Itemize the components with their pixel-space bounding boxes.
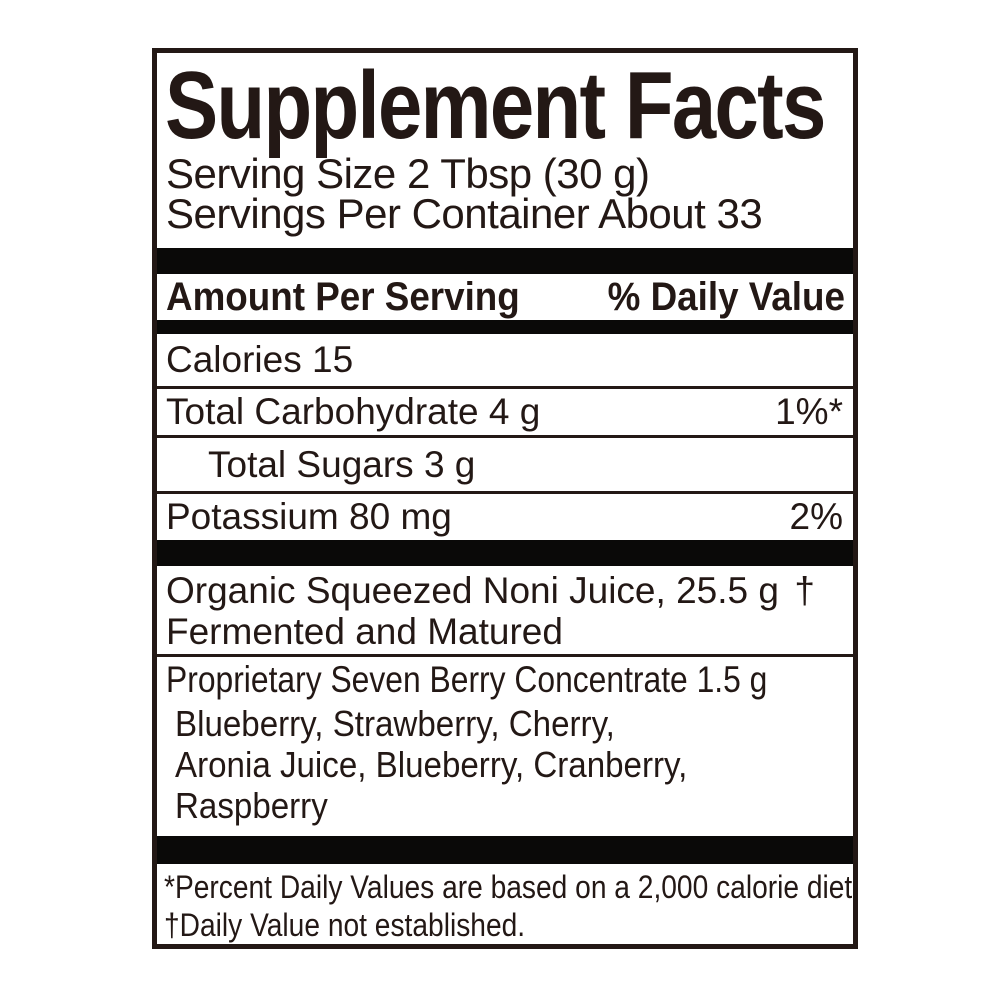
daily-value-header: % Daily Value	[607, 274, 845, 319]
nutrient-value: 1%*	[775, 391, 843, 432]
nutrient-row-calories: Calories 15	[157, 334, 853, 389]
amount-per-serving-header: Amount Per Serving	[166, 274, 520, 319]
divider-bar-top	[157, 248, 853, 274]
footnote-text: *Percent Daily Values are based on a 2,0…	[164, 869, 858, 905]
nutrient-name: Total Carbohydrate 4 g	[166, 391, 541, 432]
column-header-row: Amount Per Serving % Daily Value	[157, 274, 853, 320]
ingredient-name: Proprietary Seven Berry Concentrate 1.5 …	[166, 659, 768, 700]
ingredient-component-line: Aronia Juice, Blueberry, Cranberry,	[157, 744, 853, 785]
ingredient-row-seven-berry-concentrate: Proprietary Seven Berry Concentrate 1.5 …	[157, 657, 853, 703]
footnote-daily-values: *Percent Daily Values are based on a 2,0…	[164, 868, 853, 906]
nutrient-value: 2%	[789, 496, 843, 537]
divider-bar-header	[157, 320, 853, 334]
component-text: Blueberry, Strawberry, Cherry,	[175, 703, 615, 744]
nutrient-name: Potassium 80 mg	[166, 496, 452, 537]
nutrient-name: Total Sugars 3 g	[208, 443, 476, 485]
ingredient-row-noni-juice: Organic Squeezed Noni Juice, 25.5 g Ferm…	[157, 566, 853, 657]
nutrient-row-total-sugars: Total Sugars 3 g	[157, 438, 853, 494]
ingredient-components-list: Blueberry, Strawberry, Cherry, Aronia Ju…	[157, 703, 853, 836]
component-text: Raspberry	[175, 785, 328, 826]
footnotes: *Percent Daily Values are based on a 2,0…	[157, 864, 853, 944]
footnote-text: †Daily Value not established.	[164, 907, 526, 943]
nutrient-row-potassium: Potassium 80 mg 2%	[157, 494, 853, 540]
supplement-facts-panel: Supplement Facts Serving Size 2 Tbsp (30…	[152, 48, 858, 949]
panel-title-wrap: Supplement Facts	[157, 53, 853, 154]
spacer	[157, 234, 853, 248]
component-text: Aronia Juice, Blueberry, Cranberry,	[175, 744, 688, 785]
ingredient-component-line: Raspberry	[157, 785, 853, 826]
nutrient-row-total-carbohydrate: Total Carbohydrate 4 g 1%*	[157, 389, 853, 438]
servings-per-container-text: Servings Per Container About 33	[166, 190, 763, 237]
ingredient-name-line2: Fermented and Matured	[166, 611, 563, 652]
footnote-daily-value-not-established: †Daily Value not established.	[164, 906, 847, 944]
ingredient-component-line: Blueberry, Strawberry, Cherry,	[157, 703, 853, 744]
divider-bar-middle	[157, 540, 853, 566]
serving-size-text: Serving Size 2 Tbsp (30 g)	[166, 150, 650, 197]
daily-value-not-established-symbol: †	[794, 570, 815, 611]
panel-title: Supplement Facts	[165, 51, 826, 159]
ingredient-name-line1: Organic Squeezed Noni Juice, 25.5 g	[166, 570, 779, 611]
ingredient-name: Organic Squeezed Noni Juice, 25.5 g Ferm…	[166, 570, 779, 652]
nutrient-name: Calories 15	[166, 339, 354, 380]
divider-bar-bottom	[157, 836, 853, 864]
